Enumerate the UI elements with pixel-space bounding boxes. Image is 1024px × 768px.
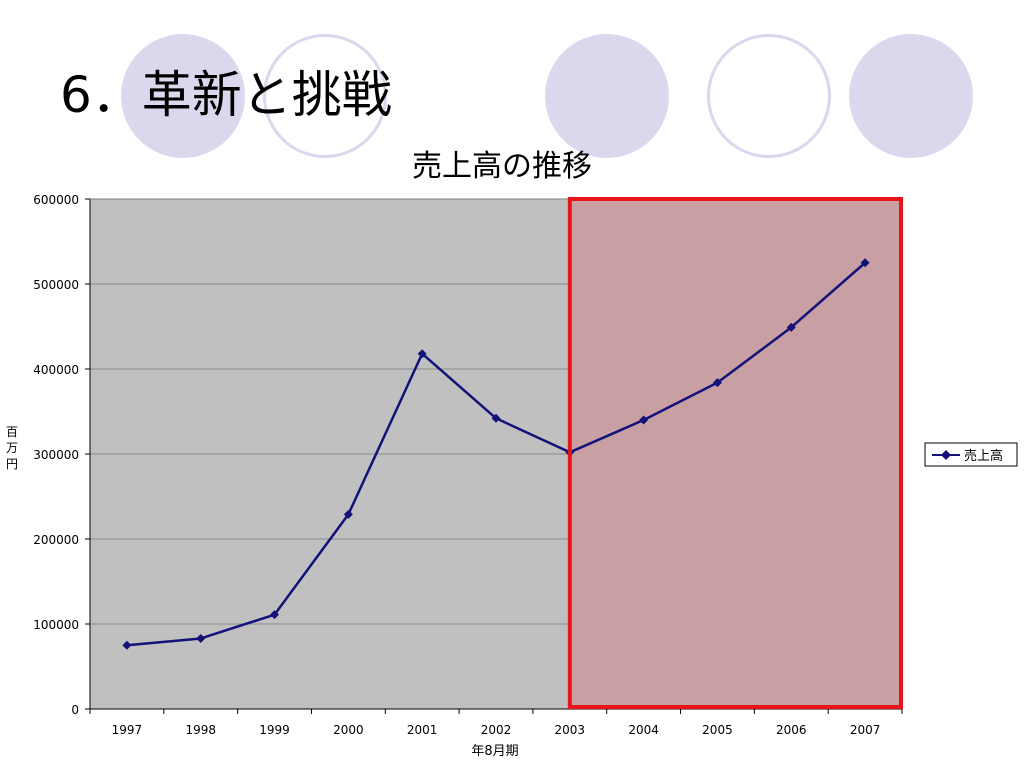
x-tick-label: 2000 bbox=[333, 723, 364, 737]
data-point-marker bbox=[860, 258, 870, 268]
x-axis-tick-labels: 1997 1998 1999 2000 2001 2002 2003 2004 2005 2006… bbox=[112, 723, 881, 737]
decorative-circle bbox=[121, 34, 245, 158]
data-point-marker bbox=[639, 415, 649, 425]
decorative-circle-outline bbox=[707, 34, 831, 158]
legend-box bbox=[924, 442, 1018, 467]
y-axis-label-char: 百 bbox=[6, 425, 18, 439]
data-point-marker bbox=[417, 349, 427, 359]
series-markers-sales bbox=[122, 258, 870, 650]
x-tick-label: 2001 bbox=[407, 723, 438, 737]
y-tick-label: 300000 bbox=[33, 448, 79, 462]
data-point-marker bbox=[491, 413, 501, 423]
x-tick-label: 1997 bbox=[112, 723, 143, 737]
y-tick-label: 100000 bbox=[33, 618, 79, 632]
y-tick-label: 0 bbox=[71, 703, 79, 717]
legend: 売上高 bbox=[924, 442, 1018, 467]
decorative-circle bbox=[849, 34, 973, 158]
y-axis-label-char: 万 bbox=[6, 441, 18, 455]
y-tick-label: 600000 bbox=[33, 193, 79, 207]
x-tick-label: 1998 bbox=[185, 723, 216, 737]
x-tick-label: 2002 bbox=[481, 723, 512, 737]
x-tick-label: 2007 bbox=[850, 723, 881, 737]
highlight-frame bbox=[567, 197, 903, 709]
x-tick-label: 2003 bbox=[555, 723, 586, 737]
data-point-marker bbox=[786, 322, 796, 332]
x-tick-label: 2006 bbox=[776, 723, 807, 737]
data-point-marker bbox=[270, 610, 280, 620]
y-tick-label: 400000 bbox=[33, 363, 79, 377]
data-point-marker bbox=[343, 509, 353, 519]
chart-title: 売上高の推移 bbox=[412, 149, 592, 184]
legend-label: 売上高 bbox=[964, 448, 1003, 464]
slide-title: 6．革新と挑戦 bbox=[60, 66, 392, 124]
x-axis-ticks bbox=[89, 709, 903, 714]
data-point-marker bbox=[196, 633, 206, 643]
legend-diamond-icon bbox=[941, 450, 951, 460]
y-tick-label: 200000 bbox=[33, 533, 79, 547]
y-axis-tick-labels: 0 100000 200000 300000 400000 500000 600000 bbox=[33, 193, 79, 717]
data-point-marker bbox=[122, 640, 132, 650]
x-axis-label: 年8月期 bbox=[471, 744, 518, 759]
decorative-circle bbox=[545, 34, 669, 158]
y-tick-label: 500000 bbox=[33, 278, 79, 292]
highlight-region bbox=[569, 199, 901, 707]
x-tick-label: 2004 bbox=[628, 723, 659, 737]
y-axis-label: 百万円 bbox=[6, 425, 18, 471]
y-axis-label-char: 円 bbox=[6, 457, 18, 471]
decorative-circle-outline bbox=[263, 34, 387, 158]
x-tick-label: 2005 bbox=[702, 723, 733, 737]
data-point-marker bbox=[712, 378, 722, 388]
x-tick-label: 1999 bbox=[259, 723, 290, 737]
